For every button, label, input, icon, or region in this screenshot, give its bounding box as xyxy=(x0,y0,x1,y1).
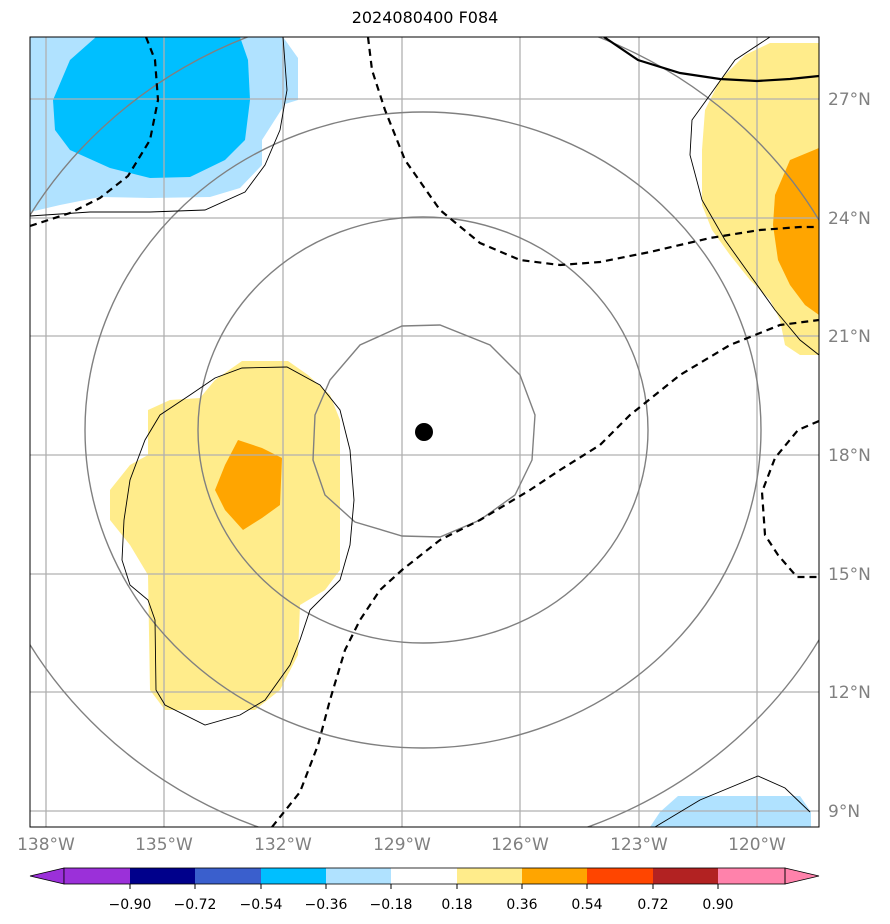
range-ring-3 xyxy=(84,111,762,749)
dashed-contour-east xyxy=(760,419,819,579)
colorbar-segment-3 xyxy=(195,868,261,884)
map-frame xyxy=(29,36,820,828)
thin-contour-west-closed xyxy=(121,366,355,726)
orange-region-west xyxy=(215,440,282,530)
colorbar-extend-high xyxy=(784,867,820,885)
colorbar-segment-4 xyxy=(261,868,326,884)
map-area xyxy=(30,37,819,827)
lon-label-129w: 129°W xyxy=(373,835,431,855)
colorbar-label-6: 0.18 xyxy=(441,897,472,913)
range-rings xyxy=(30,37,819,827)
lat-label-9n: 9°N xyxy=(828,802,860,822)
orange-region-northeast xyxy=(773,148,819,315)
latitude-labels: 27°N 24°N 21°N 18°N 15°N 12°N 9°N xyxy=(828,90,871,822)
colorbar-ticks xyxy=(129,884,719,889)
colorbar-segment-2 xyxy=(130,868,195,884)
storm-center-dot xyxy=(415,423,433,441)
colorbar-outline xyxy=(63,867,786,885)
lat-label-27n: 27°N xyxy=(828,90,871,110)
colorbar: −0.90 −0.72 −0.54 −0.36 −0.18 0.18 0.36 … xyxy=(29,867,820,913)
thin-contour-northeast xyxy=(689,37,819,356)
range-ring-inner xyxy=(312,324,536,538)
colorbar-segment-7 xyxy=(457,868,522,884)
colorbar-label-2: −0.72 xyxy=(174,897,217,913)
colorbar-segment-11 xyxy=(718,868,785,884)
lat-label-12n: 12°N xyxy=(828,683,871,703)
colorbar-segment-9 xyxy=(587,868,653,884)
thin-contour-southeast xyxy=(654,775,811,827)
lat-label-18n: 18°N xyxy=(828,446,871,466)
colorbar-segment-1 xyxy=(64,868,130,884)
colorbar-extend-low xyxy=(29,867,65,885)
thin-contour-northwest xyxy=(30,37,288,217)
lon-label-135w: 135°W xyxy=(135,835,193,855)
lon-label-126w: 126°W xyxy=(491,835,549,855)
dashed-contour-diagonal xyxy=(271,318,819,827)
dashed-contour-north xyxy=(366,37,819,267)
lat-label-24n: 24°N xyxy=(828,209,871,229)
lon-label-138w: 138°W xyxy=(17,835,75,855)
colorbar-label-4: −0.36 xyxy=(305,897,348,913)
lat-label-21n: 21°N xyxy=(828,327,871,347)
longitude-labels: 138°W 135°W 132°W 129°W 126°W 123°W 120°… xyxy=(17,835,786,855)
dashed-contours xyxy=(30,37,819,827)
colorbar-label-5: −0.18 xyxy=(370,897,413,913)
lat-label-15n: 15°N xyxy=(828,565,871,585)
colorbar-segment-5 xyxy=(326,868,391,884)
range-ring-2 xyxy=(197,216,649,644)
colorbar-label-3: −0.54 xyxy=(240,897,283,913)
thick-solid-contour-north xyxy=(603,37,819,83)
colorbar-label-9: 0.72 xyxy=(637,897,668,913)
colorbar-label-7: 0.36 xyxy=(506,897,537,913)
colorbar-label-8: 0.54 xyxy=(571,897,602,913)
map-gridlines xyxy=(30,37,819,827)
lon-label-123w: 123°W xyxy=(610,835,668,855)
dashed-contour-northwest xyxy=(30,37,160,228)
blue-region-northwest xyxy=(53,37,250,178)
colorbar-segment-10 xyxy=(653,868,718,884)
colorbar-segment-8 xyxy=(522,868,587,884)
map-title: 2024080400 F084 xyxy=(351,8,499,27)
thin-solid-contours xyxy=(30,37,819,827)
colorbar-label-1: −0.90 xyxy=(109,897,152,913)
colorbar-label-10: 0.90 xyxy=(702,897,733,913)
colorbar-segment-6 xyxy=(391,868,457,884)
lon-label-120w: 120°W xyxy=(728,835,786,855)
lon-label-132w: 132°W xyxy=(254,835,312,855)
